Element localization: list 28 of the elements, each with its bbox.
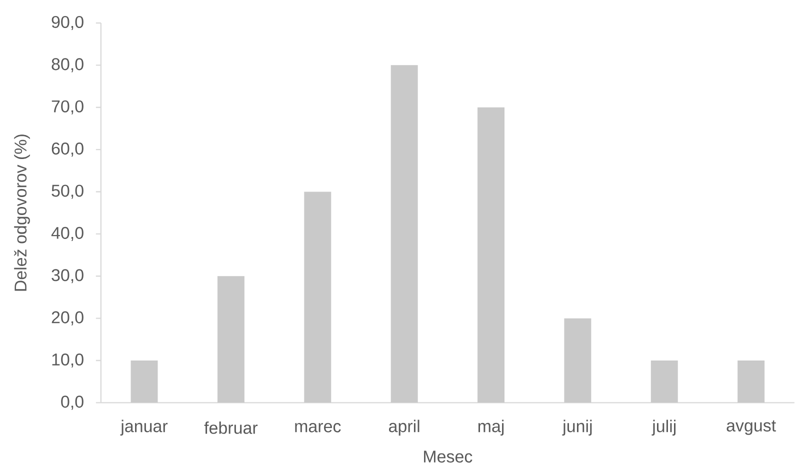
bar [738, 360, 765, 403]
x-tick-label: avgust [726, 420, 776, 436]
bar [478, 108, 504, 403]
y-tick-label: 10,0 [52, 354, 84, 368]
y-tick-label: 50,0 [52, 184, 84, 199]
y-tick-label: 20,0 [52, 311, 84, 326]
x-tick-label: februar [204, 422, 258, 434]
y-tick-label: 80,0 [52, 58, 84, 72]
bar [304, 192, 332, 403]
bar [564, 318, 592, 403]
y-tick-label: 70,0 [52, 100, 84, 115]
x-tick-label: januar [120, 420, 168, 436]
bar [217, 276, 244, 403]
y-tick-label: 30,0 [52, 269, 84, 284]
bar [650, 360, 678, 403]
x-axis-title: Mesec [424, 450, 472, 463]
y-tick-label: 40,0 [51, 227, 84, 242]
x-tick-label: junij [562, 420, 592, 436]
y-axis-title: Delež odgovorov (%) [14, 134, 30, 291]
x-tick-label: april [388, 420, 420, 436]
y-tick-label: 90,0 [52, 16, 84, 30]
x-tick-label: marec [295, 423, 341, 433]
y-tick-label: 0,0 [61, 396, 84, 410]
bar [390, 65, 418, 403]
x-tick-label: julij [652, 420, 676, 436]
y-tick-label: 60,0 [52, 142, 84, 157]
x-tick-label: maj [478, 420, 504, 436]
bar [130, 360, 158, 403]
